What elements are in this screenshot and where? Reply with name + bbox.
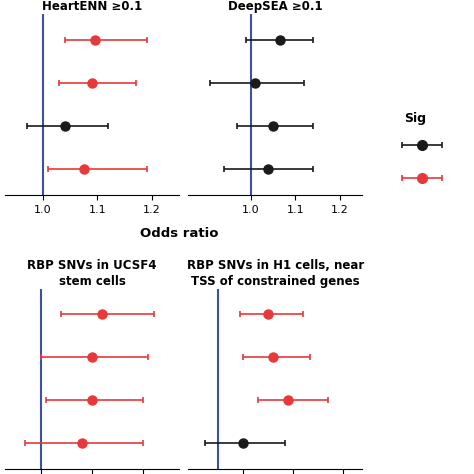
Title: HeartENN ≥0.1: HeartENN ≥0.1 [42,0,142,13]
Title: RBP SNVs in UCSF4
stem cells: RBP SNVs in UCSF4 stem cells [27,258,157,288]
Text: Odds ratio: Odds ratio [140,228,219,240]
Title: DeepSEA ≥0.1: DeepSEA ≥0.1 [228,0,322,13]
Text: Sig: Sig [404,112,426,125]
Title: RBP SNVs in H1 cells, near
TSS of constrained genes: RBP SNVs in H1 cells, near TSS of constr… [187,258,364,288]
